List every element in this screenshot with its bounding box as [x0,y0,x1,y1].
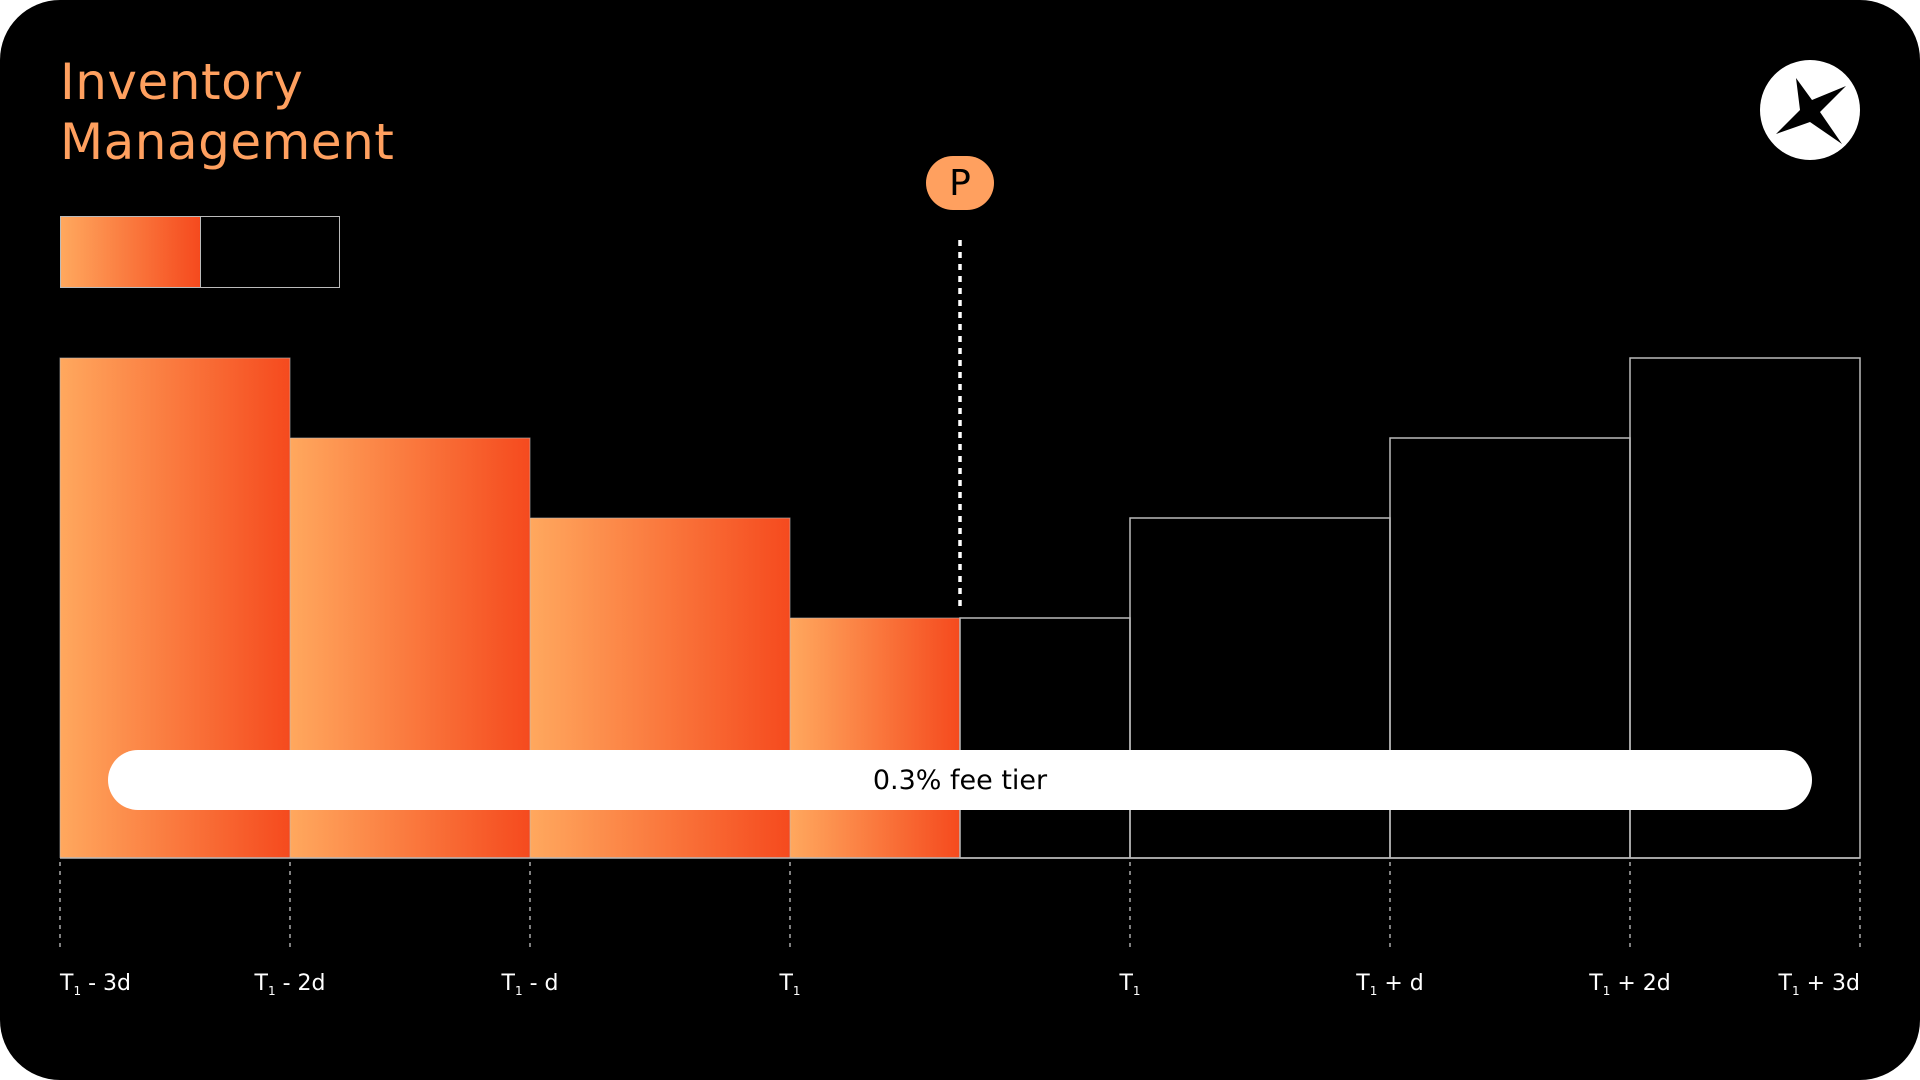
legend [60,216,340,288]
title-line-2: Management [60,113,395,171]
tick-label: T1 - d [501,971,559,998]
diagram-title: Inventory Management [60,52,394,172]
title-line-1: Inventory [60,53,304,111]
fee-tier-bar: 0.3% fee tier [108,750,1812,810]
star-compass-icon [1760,60,1860,160]
tick-label: T1 [778,971,800,998]
x-axis-ticks: T1 - 3d T1 - 2d T1 - d T1 T1 T1 + d T1 + 2d T1 … [59,862,1861,998]
filled-bars-outline [59,357,961,858]
liquidity-bar-empty [959,617,1131,859]
tick-label: T1 + 2d [1588,971,1670,998]
price-marker: P [926,156,994,210]
liquidity-bar-filled [790,618,960,858]
tick-label: T1 + d [1355,971,1423,998]
fee-tier-label: 0.3% fee tier [872,764,1048,796]
tick-label: T1 - 2d [254,971,326,998]
tick-label: T1 [1118,971,1140,998]
legend-swatch-empty [200,216,340,288]
legend-swatch-filled [60,216,200,288]
tick-label: T1 - 3d [59,971,131,998]
tick-label: T1 + 3d [1778,971,1860,998]
